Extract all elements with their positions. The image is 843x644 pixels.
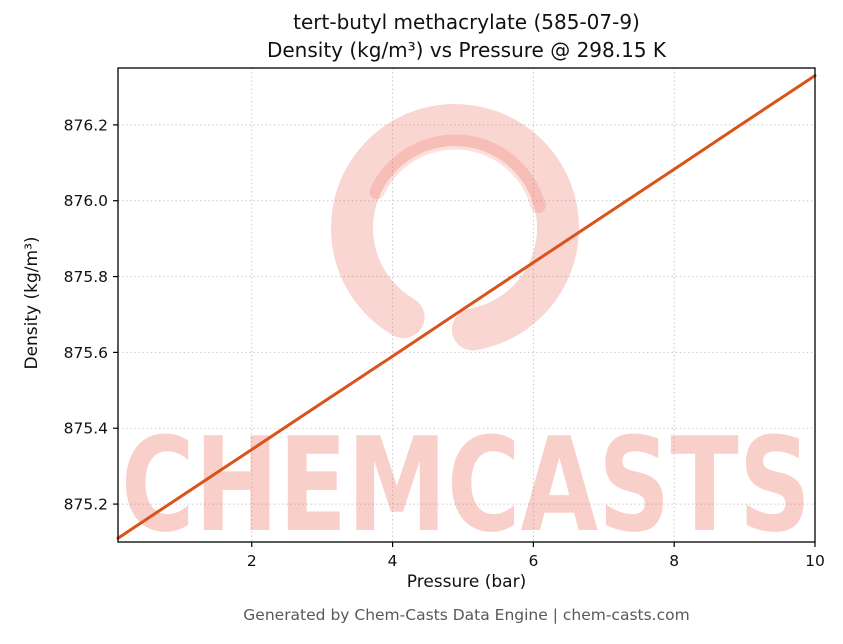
y-tick-label: 875.6 bbox=[64, 344, 108, 362]
density-line bbox=[116, 74, 817, 540]
x-tick-label: 10 bbox=[805, 552, 825, 570]
x-tick-label: 2 bbox=[247, 552, 257, 570]
chart-title-line2: Density (kg/m³) vs Pressure @ 298.15 K bbox=[266, 38, 667, 62]
y-tick-label: 875.2 bbox=[64, 496, 108, 514]
x-tick-label: 8 bbox=[669, 552, 679, 570]
watermark-ring-logo bbox=[331, 103, 579, 352]
watermark-ring-inner-stroke bbox=[361, 134, 549, 322]
x-tick-label: 4 bbox=[388, 552, 398, 570]
y-tick-label: 875.4 bbox=[64, 420, 108, 438]
x-axis-label: Pressure (bar) bbox=[406, 572, 527, 592]
y-tick-label: 875.8 bbox=[64, 268, 108, 286]
plot-frame bbox=[117, 67, 816, 543]
x-tick-label: 6 bbox=[528, 552, 538, 570]
y-tick-label: 876.2 bbox=[64, 116, 108, 134]
chart-title-line1: tert-butyl methacrylate (585-07-9) bbox=[293, 10, 640, 34]
watermark-text: CHEMCASTS bbox=[121, 409, 811, 561]
y-axis-label: Density (kg/m³) bbox=[22, 236, 42, 370]
y-tick-label: 876.0 bbox=[64, 192, 108, 210]
footer-credit: Generated by Chem-Casts Data Engine | ch… bbox=[243, 606, 690, 624]
